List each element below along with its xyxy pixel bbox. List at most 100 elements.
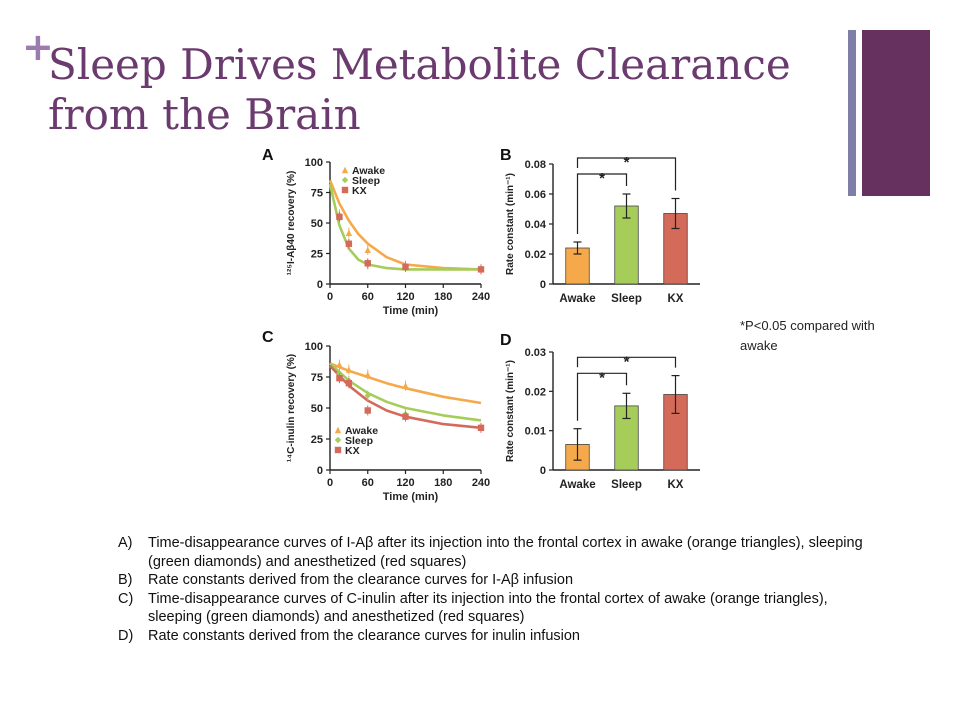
data-point-square [341,186,349,194]
data-point-diamond [341,176,349,184]
y-tick-label: 50 [311,218,323,230]
y-tick-label: 50 [311,403,323,415]
y-tick-label: 0.02 [525,386,546,398]
data-point-square [336,213,343,221]
significance-star: * [624,353,630,370]
data-point-triangle [364,371,371,378]
y-tick-label: 100 [305,157,323,169]
panel-letter: B [500,147,512,164]
plus-icon: + [22,25,54,69]
y-tick-label: 25 [311,434,323,446]
y-tick-label: 0.02 [525,249,546,261]
data-point-square [477,424,485,432]
x-axis-label: Time (min) [383,305,439,317]
figure-caption: A) Time-disappearance curves of I-Aβ aft… [118,534,878,646]
y-tick-label: 100 [305,341,323,353]
category-label: KX [668,293,684,305]
caption-item: A) Time-disappearance curves of I-Aβ aft… [118,534,878,571]
category-label: Sleep [611,293,642,305]
caption-label: C) [118,590,134,607]
significance-bracket [576,157,677,191]
x-tick-label: 60 [362,291,374,303]
category-label: KX [668,479,684,491]
x-axis-label: Time (min) [383,491,439,503]
data-point-diamond [334,436,342,444]
y-tick-label: 0 [540,279,546,291]
data-point-square [345,380,353,387]
legend-label: Awake [352,165,385,177]
data-point-triangle [364,246,371,254]
y-tick-label: 25 [311,249,323,261]
data-point-triangle [402,382,409,389]
significance-star: * [599,170,605,187]
y-tick-label: 0.03 [525,347,546,359]
x-tick-label: 0 [327,477,333,489]
category-label: Awake [559,479,595,491]
data-point-square [402,413,409,420]
significance-bracket [576,356,677,368]
legend-label: Sleep [345,435,373,447]
significance-note: *P<0.05 compared with awake [740,318,875,353]
x-tick-label: 120 [396,477,414,489]
x-tick-label: 180 [434,291,452,303]
x-tick-label: 240 [472,291,490,303]
caption-item: B) Rate constants derived from the clear… [118,571,878,590]
decorative-bar-thick [862,30,930,196]
legend-label: KX [352,185,367,197]
data-point-triangle [334,426,342,434]
significance-star: * [624,154,630,171]
data-point-square [336,375,343,382]
caption-item: C) Time-disappearance curves of C-inulin… [118,590,878,627]
significance-bracket [576,173,628,234]
x-tick-label: 180 [434,477,452,489]
caption-label: B) [118,572,133,589]
panel-letter: C [262,329,274,346]
y-axis-label: Rate constant (min⁻¹) [505,360,516,462]
y-axis-label: Rate constant (min⁻¹) [505,173,516,275]
category-label: Sleep [611,479,642,491]
legend-label: Awake [345,425,378,437]
x-tick-label: 0 [327,291,333,303]
data-point-square [345,240,353,247]
data-point-triangle [345,229,353,236]
caption-item: D) Rate constants derived from the clear… [118,627,878,646]
significance-bracket [576,372,628,421]
y-tick-label: 75 [311,372,323,384]
caption-text: Time-disappearance curves of C-inulin af… [148,590,828,626]
data-point-triangle [336,361,343,368]
x-tick-label: 60 [362,477,374,489]
legend-label: Sleep [352,175,380,187]
caption-text: Rate constants derived from the clearanc… [148,627,580,644]
caption-label: D) [118,627,134,644]
panel-letter: A [262,147,274,164]
data-point-square [477,266,485,273]
y-axis-label: ¹²⁵I-Aβ40 recovery (%) [286,171,297,276]
significance-star: * [599,369,605,386]
category-label: Awake [559,293,595,305]
y-tick-label: 75 [311,188,323,200]
decorative-bar-thin [848,30,856,196]
data-point-square [334,446,342,454]
y-tick-label: 0.08 [525,159,546,171]
data-point-triangle [341,166,349,174]
data-point-triangle [345,366,353,373]
data-point-square [364,407,371,414]
y-tick-label: 0 [317,279,323,291]
panel-letter: D [500,332,512,349]
y-tick-label: 0.04 [525,219,547,231]
y-axis-label: ¹⁴C-inulin recovery (%) [286,354,297,462]
data-point-diamond [364,392,371,399]
data-point-square [364,260,371,267]
data-point-square [402,263,409,271]
x-tick-label: 240 [472,477,490,489]
caption-text: Rate constants derived from the clearanc… [148,572,574,589]
slide-title: Sleep Drives Metabolite Clearance from t… [48,40,791,139]
legend-label: KX [345,445,360,457]
caption-text: Time-disappearance curves of I-Aβ after … [148,535,863,570]
caption-label: A) [118,535,133,551]
y-tick-label: 0 [317,465,323,477]
x-tick-label: 120 [396,291,414,303]
y-tick-label: 0 [540,465,546,477]
y-tick-label: 0.06 [525,189,546,201]
